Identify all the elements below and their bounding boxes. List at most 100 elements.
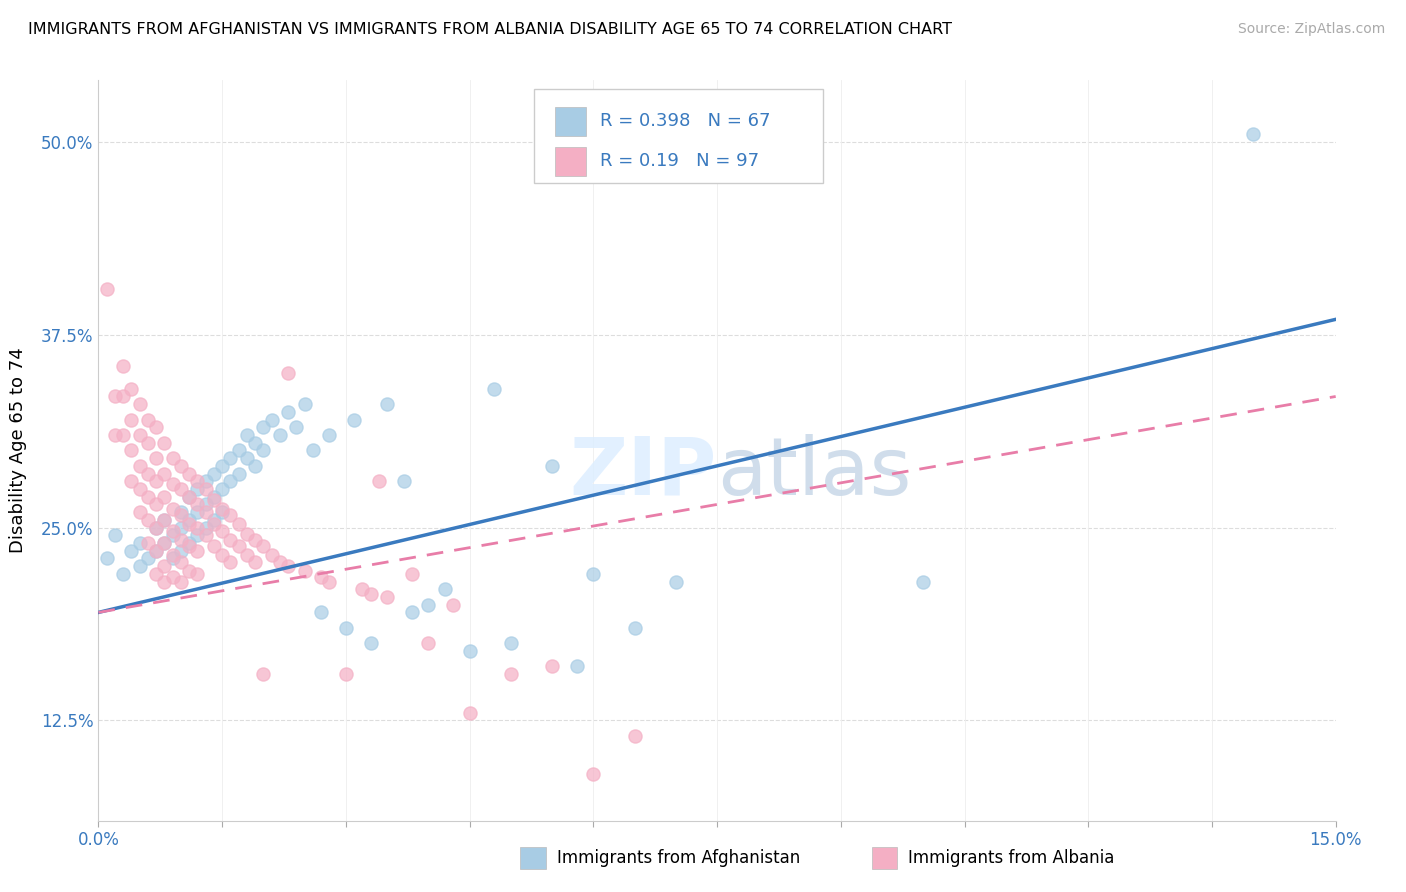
Point — [499, 636, 522, 650]
Point — [565, 659, 588, 673]
Point — [236, 526, 259, 541]
Point — [194, 528, 217, 542]
Point — [194, 520, 217, 534]
Point — [294, 397, 316, 411]
Point — [128, 559, 150, 574]
Point — [136, 412, 159, 426]
Point — [243, 554, 266, 569]
Point — [104, 389, 127, 403]
Text: R = 0.398   N = 67: R = 0.398 N = 67 — [600, 112, 770, 130]
Text: ZIP: ZIP — [569, 434, 717, 512]
Point — [136, 551, 159, 566]
Point — [186, 566, 208, 581]
Point — [228, 443, 250, 458]
Point — [433, 582, 456, 597]
Point — [170, 458, 193, 473]
Point — [179, 490, 201, 504]
Point — [145, 451, 167, 466]
Point — [309, 606, 332, 620]
Point — [318, 574, 340, 589]
Point — [499, 667, 522, 681]
Point — [392, 475, 415, 489]
Point — [458, 706, 481, 720]
Point — [170, 543, 193, 558]
Point — [120, 543, 142, 558]
Point — [145, 475, 167, 489]
Point — [219, 533, 242, 547]
Point — [179, 536, 201, 550]
Point — [162, 502, 184, 516]
Point — [153, 536, 176, 550]
Point — [120, 475, 142, 489]
Point — [136, 490, 159, 504]
Point — [236, 549, 259, 563]
Point — [104, 528, 127, 542]
Point — [153, 536, 176, 550]
Point — [285, 420, 308, 434]
Text: Source: ZipAtlas.com: Source: ZipAtlas.com — [1237, 22, 1385, 37]
Point — [112, 566, 135, 581]
Point — [170, 554, 193, 569]
Y-axis label: Disability Age 65 to 74: Disability Age 65 to 74 — [8, 348, 27, 553]
Point — [170, 533, 193, 547]
Point — [194, 475, 217, 489]
Point — [162, 570, 184, 584]
Point — [484, 382, 506, 396]
Point — [112, 359, 135, 373]
Point — [186, 543, 208, 558]
Text: Immigrants from Albania: Immigrants from Albania — [908, 849, 1115, 867]
Point — [294, 564, 316, 578]
Point — [243, 458, 266, 473]
Point — [136, 513, 159, 527]
Point — [219, 508, 242, 523]
Point — [136, 467, 159, 481]
Point — [211, 524, 233, 538]
Point — [145, 543, 167, 558]
Point — [128, 536, 150, 550]
Text: atlas: atlas — [717, 434, 911, 512]
Point — [401, 566, 423, 581]
Point — [153, 490, 176, 504]
Point — [458, 644, 481, 658]
Point — [112, 428, 135, 442]
Point — [194, 498, 217, 512]
Point — [186, 505, 208, 519]
Point — [236, 451, 259, 466]
Point — [202, 492, 225, 507]
Point — [162, 551, 184, 566]
Text: Immigrants from Afghanistan: Immigrants from Afghanistan — [557, 849, 800, 867]
Text: R = 0.19   N = 97: R = 0.19 N = 97 — [600, 153, 759, 170]
Point — [335, 621, 357, 635]
Point — [375, 397, 398, 411]
Point — [401, 606, 423, 620]
Point — [375, 590, 398, 604]
Point — [170, 520, 193, 534]
Point — [145, 543, 167, 558]
Point — [162, 477, 184, 491]
Point — [120, 443, 142, 458]
Point — [243, 435, 266, 450]
Point — [162, 524, 184, 538]
Point — [179, 539, 201, 553]
Point — [252, 420, 274, 434]
Point — [179, 513, 201, 527]
Point — [211, 505, 233, 519]
Point — [153, 435, 176, 450]
Point — [418, 636, 440, 650]
Point — [352, 582, 374, 597]
Point — [153, 513, 176, 527]
Point — [202, 539, 225, 553]
Point — [302, 443, 325, 458]
Point — [367, 475, 389, 489]
Point — [269, 428, 291, 442]
Point — [145, 420, 167, 434]
Point — [194, 505, 217, 519]
Point — [252, 443, 274, 458]
Point — [211, 502, 233, 516]
Point — [343, 412, 366, 426]
Point — [162, 549, 184, 563]
Point — [96, 551, 118, 566]
Point — [202, 513, 225, 527]
Point — [128, 458, 150, 473]
Point — [441, 598, 464, 612]
